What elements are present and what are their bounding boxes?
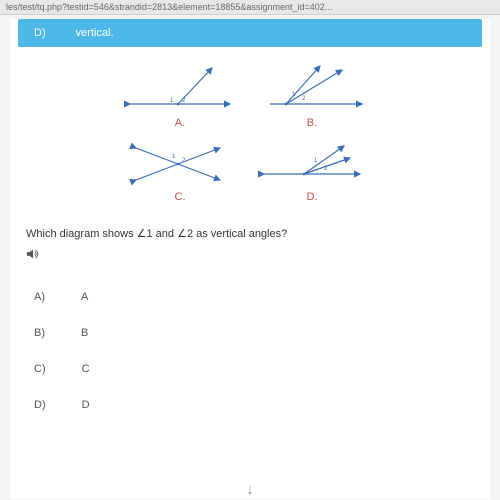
answer-text: A (81, 291, 88, 303)
selected-answer-banner[interactable]: D) vertical. (18, 19, 482, 47)
answer-option-b[interactable]: B) B (26, 315, 474, 351)
question-row: Which diagram shows ∠1 and ∠2 as vertica… (10, 221, 490, 246)
question-text: Which diagram shows ∠1 and ∠2 as vertica… (26, 227, 287, 240)
diagram-a: 1 2 A. (120, 57, 240, 127)
diagram-label-b: B. (307, 117, 317, 129)
svg-text:2: 2 (324, 166, 328, 172)
selected-text: vertical. (76, 27, 114, 39)
answer-option-d[interactable]: D) D (26, 387, 474, 423)
scroll-down-icon[interactable]: ↓ (247, 481, 254, 497)
svg-text:1: 1 (314, 158, 318, 164)
answer-text: C (82, 363, 90, 375)
answer-text: B (81, 327, 88, 339)
diagram-label-c: C. (175, 191, 186, 203)
svg-text:2: 2 (302, 96, 306, 102)
selected-letter: D) (34, 27, 46, 39)
url-bar: les/test/tq.php?testid=546&strandid=2813… (0, 0, 500, 15)
svg-text:1: 1 (170, 98, 174, 104)
diagram-label-a: A. (175, 117, 185, 129)
answer-list: A) A B) B C) C D) D (26, 279, 474, 423)
diagram-c: 1 2 C. (120, 131, 240, 201)
svg-text:2: 2 (182, 98, 186, 104)
answer-letter: B) (34, 327, 45, 339)
answer-option-c[interactable]: C) C (26, 351, 474, 387)
answer-text: D (82, 399, 90, 411)
diagram-grid: 1 2 A. 1 2 B. 1 2 (120, 57, 380, 201)
answer-letter: C) (34, 363, 46, 375)
answer-option-a[interactable]: A) A (26, 279, 474, 315)
diagram-d: 1 2 D. (252, 131, 372, 201)
diagram-b: 1 2 B. (252, 57, 372, 127)
page-content: D) vertical. 1 2 A. (10, 19, 490, 499)
speaker-icon[interactable] (26, 248, 40, 260)
diagram-label-d: D. (307, 191, 318, 203)
answer-letter: D) (34, 399, 46, 411)
svg-text:1: 1 (172, 154, 176, 160)
answer-letter: A) (34, 291, 45, 303)
